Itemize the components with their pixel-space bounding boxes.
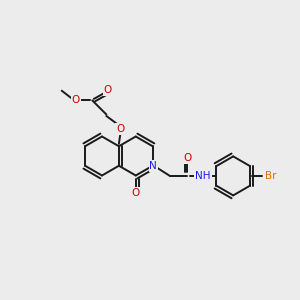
Text: O: O: [104, 85, 112, 95]
Text: N: N: [149, 161, 157, 171]
Text: O: O: [72, 95, 80, 105]
Text: NH: NH: [195, 171, 211, 181]
Text: O: O: [116, 124, 124, 134]
Text: O: O: [132, 188, 140, 198]
Text: O: O: [183, 153, 191, 163]
Text: Br: Br: [265, 171, 277, 181]
